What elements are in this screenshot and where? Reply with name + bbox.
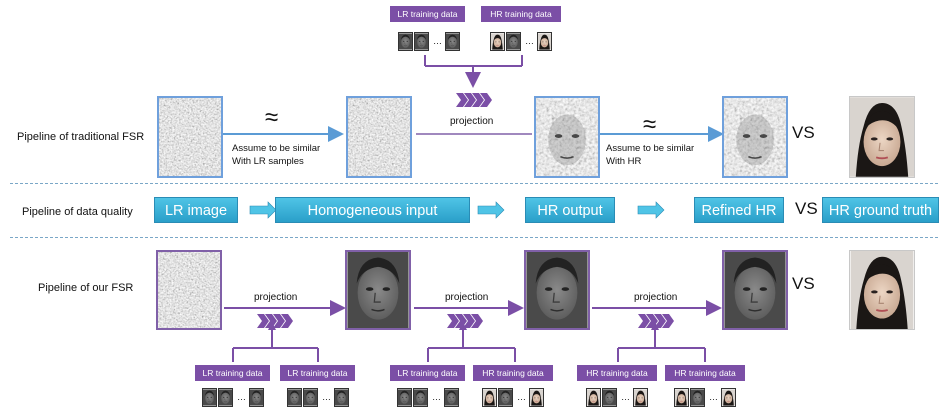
face-step2-ours	[524, 250, 590, 330]
tag-hr-training-top: HR training data	[481, 6, 561, 22]
thumbnails-hr-top: …	[490, 32, 553, 51]
face-ground-truth-top	[849, 96, 915, 178]
projection-chevrons-2	[447, 314, 483, 328]
thumbnails-b6: …	[674, 388, 737, 407]
face-homogeneous-top	[346, 96, 412, 178]
thumbnails-b5: …	[586, 388, 649, 407]
thumbnails-lr-top: …	[398, 32, 461, 51]
tag-hr-training-b4: HR training data	[473, 365, 553, 381]
tag-lr-training-top: LR training data	[390, 6, 465, 22]
face-lr-input-top	[157, 96, 223, 178]
tag-lr-training-b1: LR training data	[195, 365, 270, 381]
quality-box-hr-output: HR output	[525, 197, 615, 223]
quality-box-ground-truth: HR ground truth	[822, 197, 939, 223]
vs-label-middle: VS	[795, 199, 818, 218]
face-step3-ours	[722, 250, 788, 330]
face-refined-top	[722, 96, 788, 178]
row-label-traditional: Pipeline of traditional FSR	[17, 131, 145, 143]
tag-lr-training-b2: LR training data	[280, 365, 355, 381]
row-label-ours: Pipeline of our FSR	[38, 282, 134, 294]
thumbnails-b4: …	[482, 388, 545, 407]
projection-label-3: projection	[634, 292, 678, 303]
face-lr-input-ours	[156, 250, 222, 330]
projection-label-top: projection	[450, 116, 494, 127]
separator-top	[10, 183, 938, 184]
projection-chevrons-top	[456, 93, 492, 107]
note-similar-lr: Assume to be similar With LR samples	[232, 143, 321, 167]
tag-hr-training-b5: HR training data	[577, 365, 657, 381]
face-hr-output-top	[534, 96, 600, 178]
approx-symbol-1: ≈	[265, 104, 279, 131]
projection-chevrons-1	[257, 314, 293, 328]
tag-hr-training-b6: HR training data	[665, 365, 745, 381]
quality-box-homogeneous: Homogeneous input	[275, 197, 470, 223]
approx-symbol-2: ≈	[643, 111, 657, 138]
projection-label-2: projection	[445, 292, 489, 303]
face-step1-ours	[345, 250, 411, 330]
projection-chevrons-3	[638, 314, 674, 328]
projection-label-1: projection	[254, 292, 298, 303]
quality-box-lr-image: LR image	[154, 197, 238, 223]
face-ground-truth-bottom	[849, 250, 915, 330]
thumbnails-b2: …	[287, 388, 350, 407]
thumbnails-b3: …	[397, 388, 460, 407]
separator-bottom	[10, 237, 938, 238]
vs-label-top: VS	[792, 123, 815, 142]
thumbnails-b1: …	[202, 388, 265, 407]
tag-lr-training-b3: LR training data	[390, 365, 465, 381]
note-similar-hr: Assume to be similar With HR	[606, 143, 695, 167]
quality-box-refined-hr: Refined HR	[694, 197, 784, 223]
vs-label-bottom: VS	[792, 274, 815, 293]
row-label-quality: Pipeline of data quality	[22, 206, 133, 218]
